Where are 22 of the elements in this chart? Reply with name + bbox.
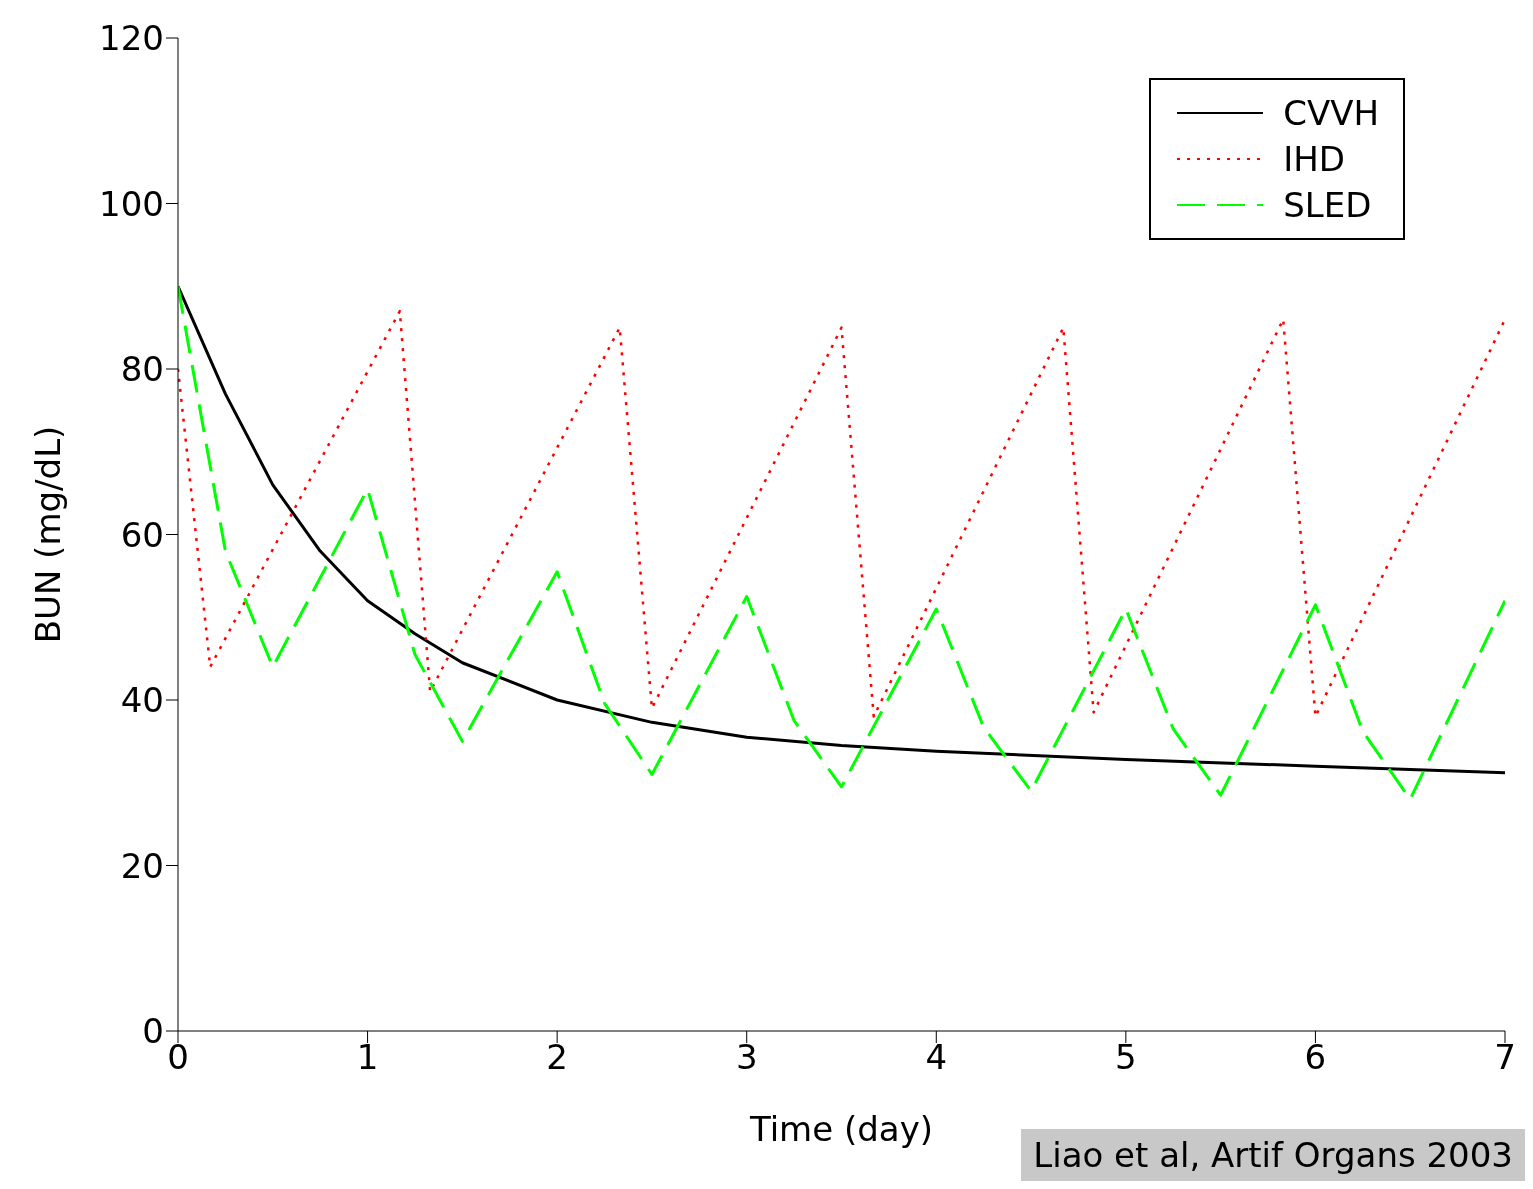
legend-label: SLED [1283, 185, 1372, 225]
x-tick-label: 2 [546, 1037, 568, 1078]
line-series [178, 309, 1505, 718]
x-tick-label: 1 [356, 1037, 379, 1078]
text: Liao et al, Artif Organs 2003 [1021, 1129, 1525, 1181]
y-tick-label: 120 [99, 18, 164, 59]
x-tick-label: 6 [1304, 1037, 1327, 1078]
y-axis-title: BUN (mg/dL) [28, 425, 69, 644]
y-tick-label: 40 [120, 680, 164, 721]
x-tick-label: 4 [925, 1037, 948, 1078]
y-tick-label: 20 [120, 845, 164, 886]
x-tick-label: 5 [1115, 1037, 1137, 1078]
x-tick-label: 7 [1494, 1037, 1516, 1078]
x-tick-label: 3 [735, 1037, 758, 1078]
y-tick-label: 80 [120, 349, 164, 390]
y-tick-label: 60 [120, 514, 164, 555]
x-axis-title: Time (day) [748, 1109, 934, 1149]
y-tick-label: 100 [99, 183, 164, 224]
x-tick-label: 0 [167, 1037, 189, 1078]
y-tick-label: 0 [142, 1011, 164, 1052]
legend-label: CVVH [1283, 93, 1379, 133]
legend-label: IHD [1283, 139, 1345, 179]
